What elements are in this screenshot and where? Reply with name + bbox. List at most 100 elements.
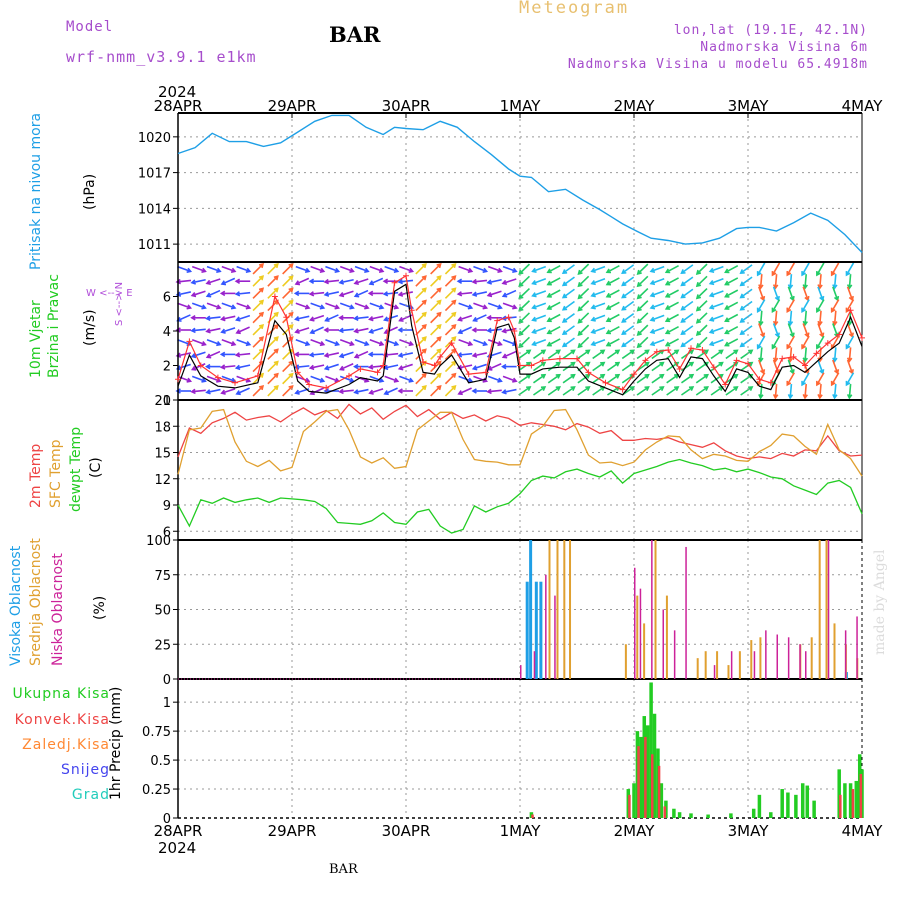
wind-gust-marker [420,359,427,366]
y-tick-label: 15 [154,447,171,462]
wind-gust-marker [574,355,580,362]
y-tick-label: 21 [154,394,171,409]
station-title: BAR [329,22,381,47]
wind-gust-marker [408,307,415,314]
legend-frozen-rain: Zaledj.Kisa [22,737,110,753]
precip-total-bar [659,783,664,818]
y-tick-label: 25 [154,638,171,653]
wind-gust-marker [374,369,381,376]
wind-gust-marker [767,379,774,386]
wind-gust-marker [722,381,729,388]
y-tick-label: 1011 [138,238,171,253]
wind-gust-marker [631,371,637,378]
time-tick-bottom-29APR: 29APR [268,822,317,840]
wind-gust-marker [824,340,831,347]
wind-gust-marker [494,317,501,324]
cloud-low-bar [554,595,556,679]
cloud-low-bar [776,634,778,679]
cloud-mid-bar [624,644,627,679]
cloud-low-bar [787,637,790,679]
precip-conv-bar [851,789,855,818]
precip-total-bar [805,785,810,818]
cloud-low-bar [662,609,664,679]
y-tick-label: 1 [163,696,171,711]
cloud-mid-bar [825,540,828,679]
wind-gust-marker [283,314,290,321]
cloud-low-bar [545,574,547,679]
wind-gust-marker [465,371,472,378]
cloud-low-bar [856,616,858,679]
cloud-mid-bar [750,640,753,679]
y-tick-label: 0 [163,673,171,688]
y-tick-label: 0.25 [142,783,171,798]
precip-total-bar [800,783,805,818]
cloud-low-bar [730,651,733,679]
wind-gust-marker [380,362,387,369]
precip-total-bar [689,813,693,818]
precip-total-bar [757,794,762,818]
wind-gust-marker [745,360,751,367]
wind-gust-marker [585,369,592,376]
panel-4-grid: 0 0.25 0.5 0.75 1 [142,678,863,827]
cloud-mid-bar [727,665,730,679]
cloud-mid-bar [563,540,566,679]
wind-gust-marker [653,348,660,355]
cloud-low-bar [673,630,676,679]
time-tick-bottom-3MAY: 3MAY [728,822,770,840]
cloud-low-bar [533,651,536,679]
wind-gust-marker [836,331,843,338]
cloud-mid-bar [654,540,657,679]
cloud-mid-bar [548,540,551,679]
cloud-mid-bar [833,623,836,679]
temp-sfc-line [177,408,863,477]
precip-conv-bar [859,773,863,818]
cloud-low-bar [827,540,830,679]
legend-graupel: Grad [71,787,110,803]
wind-gust-marker [306,381,313,388]
cloud-high-bar [529,540,533,679]
legend-convective-rain: Konvek.Kisa [14,712,110,728]
y-tick-label: 100 [146,534,171,549]
cloud-low-bar [520,665,522,679]
cloud-high-bar [525,581,529,679]
y-tick-label: 0.5 [150,754,171,769]
time-tick-top-30APR: 30APR [382,97,431,115]
precip-total-bar [794,794,798,818]
wind-gust-marker [448,340,455,347]
precip-conv-bar [531,814,534,818]
y-tick-label: 4 [163,325,171,340]
y-tick-label: 0 [163,812,171,827]
precip-total-bar [639,736,643,818]
cloud-mid-bar [665,595,668,679]
cloud-mid-bar [818,540,821,679]
elevation-label: Nadmorska Visina 6m [700,40,868,55]
y-tick-label: 2 [163,360,171,375]
coords-label: lon,lat (19.1E, 42.1N) [673,23,868,38]
precip-total-bar [729,813,733,818]
wind-gust-marker [232,379,238,386]
wind-gust-marker [505,314,512,321]
precip-total-bar [848,783,853,818]
cloud-low-bar [685,546,687,679]
precip-total-bar [854,780,859,818]
y-tick-label: 12 [154,473,171,488]
cloud-mid-bar [738,651,741,679]
precip-conv-bar [657,765,661,818]
wind-gust-marker [437,353,444,360]
time-tick-bottom-30APR: 30APR [382,822,431,840]
wind-gust-marker [619,386,626,393]
cloud-high-bar [534,581,538,679]
y-tick-label: 75 [154,569,171,584]
wind-gust-marker [642,357,649,364]
wind-gust-marker [556,355,563,362]
cloud-low-bar [639,588,642,679]
wind-gust-marker [271,293,278,300]
y-tick-label: 18 [154,420,171,435]
cloud-mid-bar [643,623,646,679]
wind-gust-marker [186,338,193,345]
wind-gust-marker [859,334,865,341]
precip-conv-bar [637,746,640,818]
wind-compass-we: W <--> E [86,288,133,299]
precip-conv-bar [663,806,667,818]
